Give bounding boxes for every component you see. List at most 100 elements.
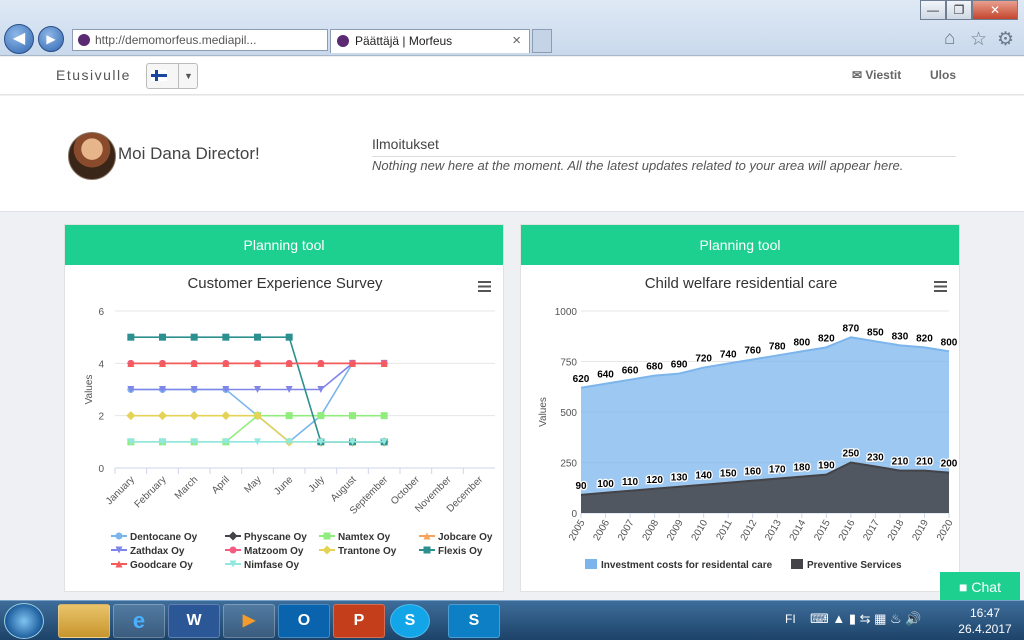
legend-marker (229, 560, 237, 568)
data-label: 820 (916, 333, 933, 344)
taskbar-media-player[interactable]: ▶ (223, 604, 275, 638)
legend-item[interactable]: Goodcare Oy (111, 560, 193, 571)
y-tick-label: 6 (98, 307, 104, 318)
chat-label: Chat (971, 579, 1001, 595)
legend-item[interactable]: Nimfase Oy (225, 560, 299, 571)
series-dentocane-oy (127, 359, 388, 446)
data-label: 100 (597, 479, 614, 490)
home-link[interactable]: Etusivulle (56, 67, 131, 83)
data-point (190, 359, 198, 367)
data-point (190, 386, 198, 393)
back-button[interactable]: ◀ (4, 24, 34, 54)
x-tick-label: 2006 (591, 518, 612, 543)
legend-swatch (585, 559, 597, 569)
legend-item[interactable]: Investment costs for residental care (585, 559, 773, 571)
legend-item[interactable]: Physcane Oy (225, 531, 307, 544)
data-point (349, 359, 356, 367)
legend-marker (423, 546, 431, 554)
y-tick-label: 500 (560, 408, 577, 419)
home-icon[interactable]: ⌂ (944, 28, 956, 49)
legend-marker (228, 531, 238, 541)
child-welfare-chart: Child welfare residential care 0 250 500 750… (538, 275, 959, 571)
taskbar-explorer[interactable] (58, 604, 110, 638)
taskbar-outlook[interactable]: O (278, 604, 330, 638)
panel-header[interactable]: Planning tool (65, 225, 503, 265)
taskbar-skype-business[interactable]: S (448, 604, 500, 638)
chart-menu-icon[interactable] (478, 281, 491, 292)
legend-marker (423, 532, 431, 540)
chart-menu-icon[interactable] (934, 281, 947, 292)
menu-bar (478, 281, 491, 283)
data-point (159, 359, 166, 367)
legend-item[interactable]: Jobcare Oy (419, 532, 493, 543)
x-tick-label: July (307, 474, 327, 494)
data-label: 160 (744, 467, 761, 478)
x-tick-label: 2008 (641, 518, 662, 543)
data-label: 140 (695, 471, 712, 482)
legend-item[interactable]: Dentocane Oy (111, 532, 198, 543)
x-tick-label: 2018 (886, 518, 907, 543)
logout-link[interactable]: Ulos (930, 68, 957, 82)
data-point (254, 386, 261, 393)
forward-button[interactable]: ▶ (38, 26, 64, 52)
data-label: 800 (941, 337, 958, 348)
data-point (189, 411, 199, 421)
settings-gear-icon[interactable]: ⚙ (997, 29, 1015, 50)
data-point (380, 412, 388, 420)
legend-label: Jobcare Oy (438, 532, 493, 543)
taskbar-ie[interactable]: e (113, 604, 165, 638)
legend-marker (115, 546, 123, 554)
tray-language[interactable]: FI (785, 612, 796, 626)
series-line (130, 362, 385, 391)
legend-item[interactable]: Trantone Oy (319, 545, 397, 558)
maximize-button[interactable]: ❐ (946, 0, 972, 20)
close-window-button[interactable]: ✕ (972, 0, 1018, 20)
address-bar[interactable]: http://demomorfeus.mediapil... (72, 29, 328, 51)
x-tick-label: 2011 (715, 518, 735, 543)
data-point (190, 333, 198, 341)
minimize-button[interactable]: — (920, 0, 946, 20)
browser-tab[interactable]: Päättäjä | Morfeus × (330, 29, 530, 53)
legend-item[interactable]: Matzoom Oy (225, 546, 304, 557)
clock[interactable]: 16:47 26.4.2017 (950, 605, 1020, 637)
chat-bubble-icon: ■ (959, 579, 972, 595)
browser-chrome: — ❐ ✕ ◀ ▶ http://demomorfeus.mediapil...… (0, 0, 1024, 56)
language-select[interactable]: ▼ (146, 63, 198, 89)
new-tab-button[interactable] (532, 29, 552, 53)
x-tick-label: 2013 (763, 518, 784, 543)
start-button[interactable] (4, 603, 44, 639)
chart-title: Customer Experience Survey (187, 275, 383, 292)
x-tick-label: 2015 (812, 518, 833, 543)
favorites-star-icon[interactable]: ☆ (970, 29, 988, 50)
legend-item[interactable]: Zathdax Oy (111, 546, 185, 557)
chat-button[interactable]: ■ Chat (940, 572, 1020, 602)
y-tick-label: 0 (571, 509, 577, 520)
tray-icons[interactable]: ⌨ ▲ ▮ ⇆ ▦ ♨ 🔊 (810, 611, 922, 626)
messages-link[interactable]: ✉ Viestit (852, 68, 901, 82)
app-navbar: Etusivulle ▼ ✉ Viestit Ulos (0, 57, 1024, 95)
data-point (253, 411, 262, 421)
taskbar-skype[interactable]: S (390, 604, 430, 638)
data-label: 830 (892, 331, 909, 342)
legend-label: Preventive Services (807, 560, 902, 571)
address-url: http://demomorfeus.mediapil... (95, 33, 257, 47)
data-label: 230 (867, 453, 884, 464)
data-point (222, 359, 230, 367)
x-tick-label: 2009 (665, 518, 686, 543)
site-favicon-icon (78, 34, 90, 46)
legend-item[interactable]: Preventive Services (791, 559, 902, 571)
data-label: 660 (622, 366, 639, 377)
taskbar-word[interactable]: W (168, 604, 220, 638)
y-axis-label: Values (84, 375, 95, 405)
tab-close-icon[interactable]: × (512, 32, 521, 49)
envelope-icon: ✉ (852, 68, 866, 82)
legend-item[interactable]: Namtex Oy (319, 532, 391, 543)
data-label: 120 (646, 475, 663, 486)
taskbar-powerpoint[interactable]: P (333, 604, 385, 638)
legend-label: Investment costs for residental care (601, 560, 773, 571)
legend-item[interactable]: Flexis Oy (419, 546, 483, 557)
y-tick-label: 1000 (555, 307, 578, 318)
data-label: 200 (941, 459, 958, 470)
x-tick-label: May (242, 474, 263, 495)
panel-header[interactable]: Planning tool (521, 225, 959, 265)
